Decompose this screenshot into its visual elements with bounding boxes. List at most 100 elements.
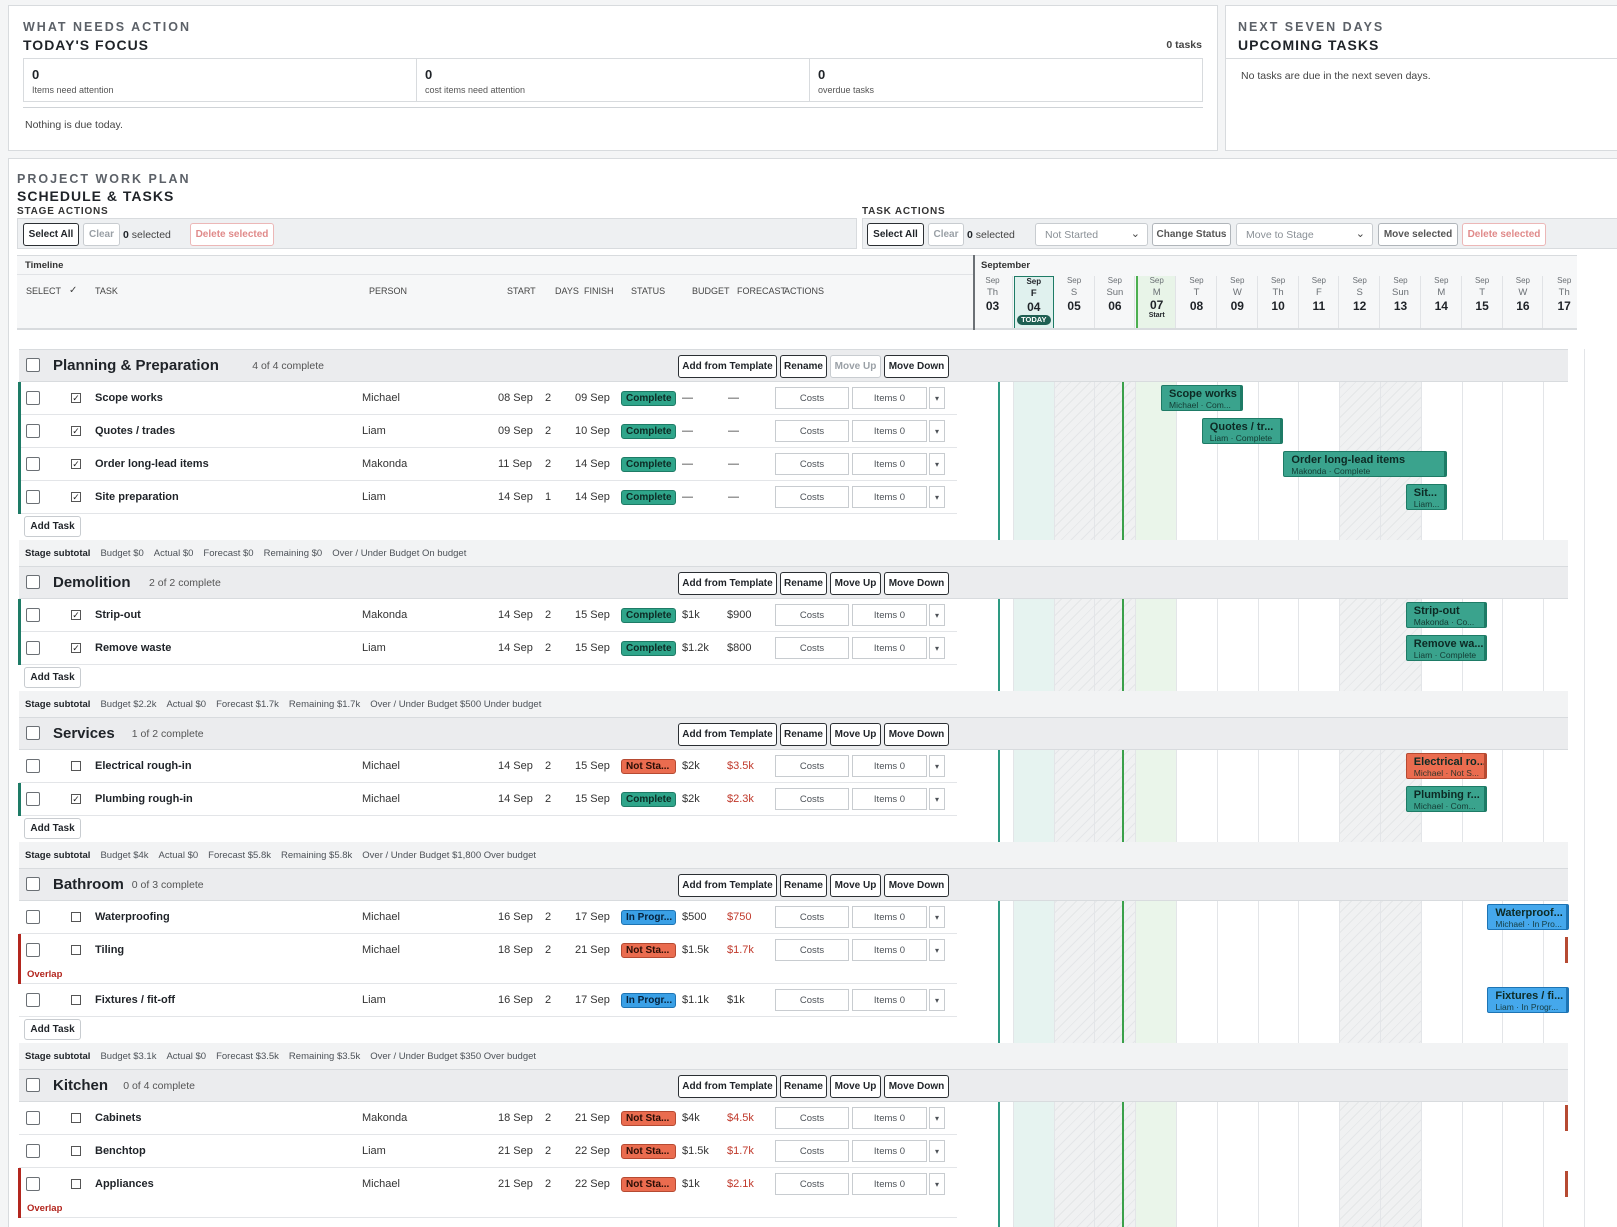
done-checkbox-checked[interactable]: ✓ — [71, 459, 81, 469]
stage-checkbox[interactable] — [26, 575, 40, 589]
items-button[interactable]: Items 0 — [852, 989, 927, 1011]
items-button[interactable]: Items 0 — [852, 939, 927, 961]
move-up-button[interactable]: Move Up — [830, 1075, 881, 1098]
status-badge[interactable]: Not Sta... — [621, 1177, 676, 1192]
done-checkbox[interactable] — [71, 1113, 81, 1123]
move-down-button[interactable]: Move Down — [884, 1075, 949, 1098]
add-task-button[interactable]: Add Task — [24, 667, 81, 688]
status-select[interactable]: Not Started ⌄ — [1035, 223, 1148, 246]
gantt-bar[interactable]: Order long-lead items Makonda · Complete — [1283, 451, 1447, 477]
gantt-bar[interactable]: Quotes / tr... Liam · Complete — [1201, 418, 1284, 444]
rename-stage-button[interactable]: Rename — [780, 874, 827, 897]
done-checkbox[interactable] — [71, 1146, 81, 1156]
costs-button[interactable]: Costs — [775, 420, 849, 442]
gantt-bar[interactable]: Waterproof... Michael · In Pro... — [1487, 904, 1569, 930]
costs-button[interactable]: Costs — [775, 1107, 849, 1129]
items-button[interactable]: Items 0 — [852, 906, 927, 928]
task-select-checkbox[interactable] — [26, 1177, 40, 1191]
rename-stage-button[interactable]: Rename — [780, 572, 827, 595]
items-button[interactable]: Items 0 — [852, 387, 927, 409]
row-menu-dropdown[interactable]: ▾ — [929, 755, 945, 777]
done-checkbox[interactable] — [71, 1179, 81, 1189]
done-checkbox-checked[interactable]: ✓ — [71, 794, 81, 804]
change-status-button[interactable]: Change Status — [1152, 223, 1231, 246]
add-task-button[interactable]: Add Task — [24, 516, 81, 537]
status-badge[interactable]: Not Sta... — [621, 1111, 676, 1126]
add-from-template-button[interactable]: Add from Template — [678, 1075, 777, 1098]
row-menu-dropdown[interactable]: ▾ — [929, 604, 945, 626]
task-select-checkbox[interactable] — [26, 608, 40, 622]
gantt-bar[interactable]: Fixtures / fi... Liam · In Progr... — [1487, 987, 1569, 1013]
status-badge[interactable]: Complete — [621, 608, 676, 623]
gantt-bar[interactable]: Sit... Liam... — [1405, 484, 1447, 510]
row-menu-dropdown[interactable]: ▾ — [929, 420, 945, 442]
status-badge[interactable]: Not Sta... — [621, 1144, 676, 1159]
items-button[interactable]: Items 0 — [852, 755, 927, 777]
add-from-template-button[interactable]: Add from Template — [678, 572, 777, 595]
move-up-button[interactable]: Move Up — [830, 355, 881, 378]
costs-button[interactable]: Costs — [775, 788, 849, 810]
gantt-bar[interactable]: Plumbing r... Michael · Com... — [1405, 786, 1488, 812]
task-select-checkbox[interactable] — [26, 457, 40, 471]
costs-button[interactable]: Costs — [775, 1173, 849, 1195]
task-select-checkbox[interactable] — [26, 792, 40, 806]
done-checkbox-checked[interactable]: ✓ — [71, 426, 81, 436]
task-select-checkbox[interactable] — [26, 424, 40, 438]
gantt-bar[interactable]: Electrical ro... Michael · Not S... — [1405, 753, 1488, 779]
status-badge[interactable]: Not Sta... — [621, 943, 676, 958]
costs-button[interactable]: Costs — [775, 453, 849, 475]
task-delete-selected-button[interactable]: Delete selected — [1462, 223, 1546, 246]
costs-button[interactable]: Costs — [775, 906, 849, 928]
row-menu-dropdown[interactable]: ▾ — [929, 486, 945, 508]
stage-clear-button[interactable]: Clear — [83, 223, 120, 246]
items-button[interactable]: Items 0 — [852, 1173, 927, 1195]
stage-checkbox[interactable] — [26, 877, 40, 891]
status-badge[interactable]: Complete — [621, 641, 676, 656]
done-checkbox-checked[interactable]: ✓ — [71, 492, 81, 502]
done-checkbox[interactable] — [71, 945, 81, 955]
task-select-checkbox[interactable] — [26, 993, 40, 1007]
move-up-button[interactable]: Move Up — [830, 874, 881, 897]
items-button[interactable]: Items 0 — [852, 604, 927, 626]
row-menu-dropdown[interactable]: ▾ — [929, 637, 945, 659]
move-down-button[interactable]: Move Down — [884, 355, 949, 378]
costs-button[interactable]: Costs — [775, 939, 849, 961]
rename-stage-button[interactable]: Rename — [780, 355, 827, 378]
task-select-checkbox[interactable] — [26, 641, 40, 655]
row-menu-dropdown[interactable]: ▾ — [929, 1173, 945, 1195]
row-menu-dropdown[interactable]: ▾ — [929, 788, 945, 810]
items-button[interactable]: Items 0 — [852, 788, 927, 810]
done-checkbox-checked[interactable]: ✓ — [71, 610, 81, 620]
task-select-checkbox[interactable] — [26, 490, 40, 504]
task-select-checkbox[interactable] — [26, 910, 40, 924]
status-badge[interactable]: Complete — [621, 490, 676, 505]
gantt-bar[interactable]: Remove wa... Liam · Complete — [1405, 635, 1488, 661]
task-clear-button[interactable]: Clear — [928, 223, 964, 246]
costs-button[interactable]: Costs — [775, 387, 849, 409]
costs-button[interactable]: Costs — [775, 1140, 849, 1162]
status-badge[interactable]: In Progr... — [621, 993, 676, 1008]
items-button[interactable]: Items 0 — [852, 1107, 927, 1129]
rename-stage-button[interactable]: Rename — [780, 1075, 827, 1098]
gantt-bar[interactable]: Strip-out Makonda · Co... — [1405, 602, 1488, 628]
row-menu-dropdown[interactable]: ▾ — [929, 939, 945, 961]
move-up-button[interactable]: Move Up — [830, 723, 881, 746]
stage-delete-selected-button[interactable]: Delete selected — [190, 223, 274, 246]
status-badge[interactable]: Complete — [621, 424, 676, 439]
items-button[interactable]: Items 0 — [852, 486, 927, 508]
stage-select-all-button[interactable]: Select All — [23, 223, 79, 246]
add-from-template-button[interactable]: Add from Template — [678, 355, 777, 378]
gantt-bar[interactable]: Scope works Michael · Com... — [1161, 385, 1243, 411]
status-badge[interactable]: Complete — [621, 457, 676, 472]
add-task-button[interactable]: Add Task — [24, 818, 81, 839]
task-select-all-button[interactable]: Select All — [867, 223, 924, 246]
status-badge[interactable]: In Progr... — [621, 910, 676, 925]
costs-button[interactable]: Costs — [775, 637, 849, 659]
stage-checkbox[interactable] — [26, 358, 40, 372]
move-to-stage-select[interactable]: Move to Stage ⌄ — [1236, 223, 1373, 246]
status-badge[interactable]: Not Sta... — [621, 759, 676, 774]
done-checkbox[interactable] — [71, 995, 81, 1005]
move-up-button[interactable]: Move Up — [830, 572, 881, 595]
task-select-checkbox[interactable] — [26, 759, 40, 773]
stage-checkbox[interactable] — [26, 726, 40, 740]
